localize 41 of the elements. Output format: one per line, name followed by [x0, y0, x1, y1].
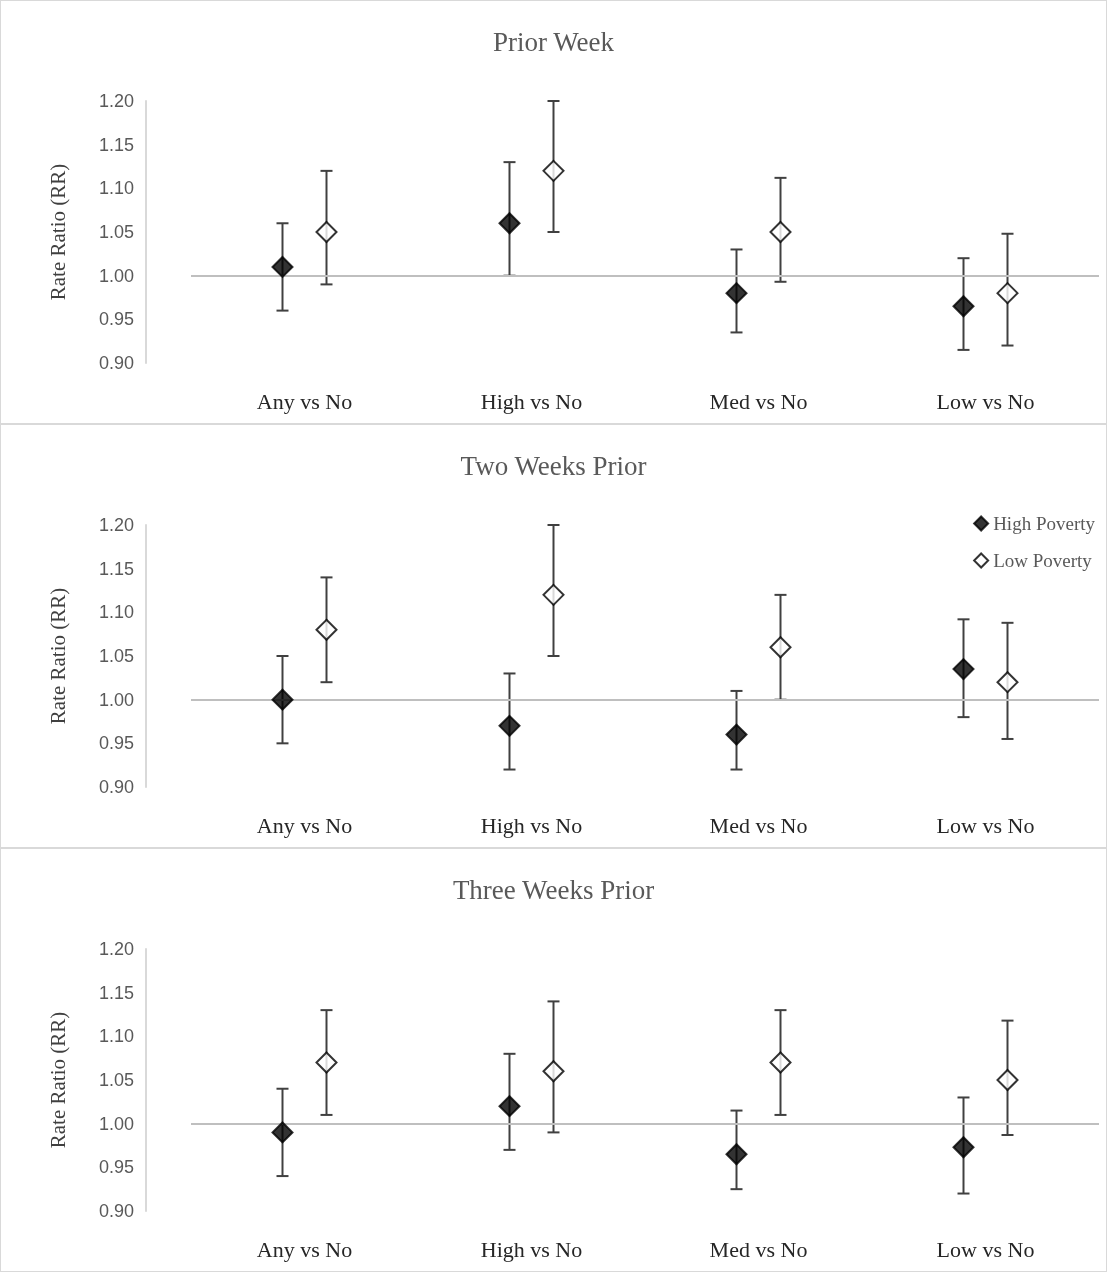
x-tick-label: Med vs No: [709, 388, 808, 414]
x-tick-label: Low vs No: [936, 812, 1035, 838]
y-tick-label: 0.90: [98, 1201, 134, 1221]
y-tick-label: 1.00: [98, 689, 134, 710]
chart-title: Prior Week: [492, 26, 615, 57]
x-tick-label: Low vs No: [936, 1236, 1035, 1262]
x-tick-label: High vs No: [480, 388, 583, 414]
y-axis-title: Rate Ratio (RR): [45, 1011, 70, 1149]
x-tick-label: High vs No: [480, 1236, 583, 1262]
x-tick-label: Med vs No: [709, 812, 808, 838]
y-axis-title: Rate Ratio (RR): [45, 587, 70, 725]
y-tick-label: 1.00: [98, 265, 134, 286]
y-tick-label: 1.20: [98, 939, 134, 959]
y-tick-label: 0.95: [98, 1157, 134, 1178]
y-tick-label: 0.95: [98, 309, 134, 330]
x-tick-label: Med vs No: [709, 1236, 808, 1262]
legend-label: High Poverty: [993, 513, 1096, 534]
x-tick-label: High vs No: [480, 812, 583, 838]
y-axis-title: Rate Ratio (RR): [45, 163, 70, 301]
y-tick-label: 1.15: [98, 558, 134, 579]
y-tick-label: 1.10: [98, 602, 134, 623]
y-tick-label: 1.05: [98, 1070, 134, 1090]
y-tick-label: 0.90: [98, 353, 134, 373]
x-tick-label: Any vs No: [256, 388, 353, 414]
y-tick-label: 1.00: [98, 1113, 134, 1134]
y-tick-label: 0.95: [98, 733, 134, 754]
x-tick-label: Low vs No: [936, 388, 1035, 414]
y-tick-label: 1.10: [98, 178, 134, 199]
y-tick-label: 1.15: [98, 134, 134, 155]
y-tick-label: 1.20: [98, 515, 134, 535]
x-tick-label: Any vs No: [256, 812, 353, 838]
chart-title: Two Weeks Prior: [460, 450, 647, 481]
y-tick-label: 1.05: [98, 646, 134, 666]
y-tick-label: 1.20: [98, 91, 134, 111]
y-tick-label: 1.05: [98, 222, 134, 242]
y-tick-label: 1.10: [98, 1026, 134, 1047]
legend-label: Low Poverty: [993, 550, 1093, 571]
y-tick-label: 0.90: [98, 777, 134, 797]
chart-title: Three Weeks Prior: [452, 874, 655, 905]
x-tick-label: Any vs No: [256, 1236, 353, 1262]
y-tick-label: 1.15: [98, 982, 134, 1003]
